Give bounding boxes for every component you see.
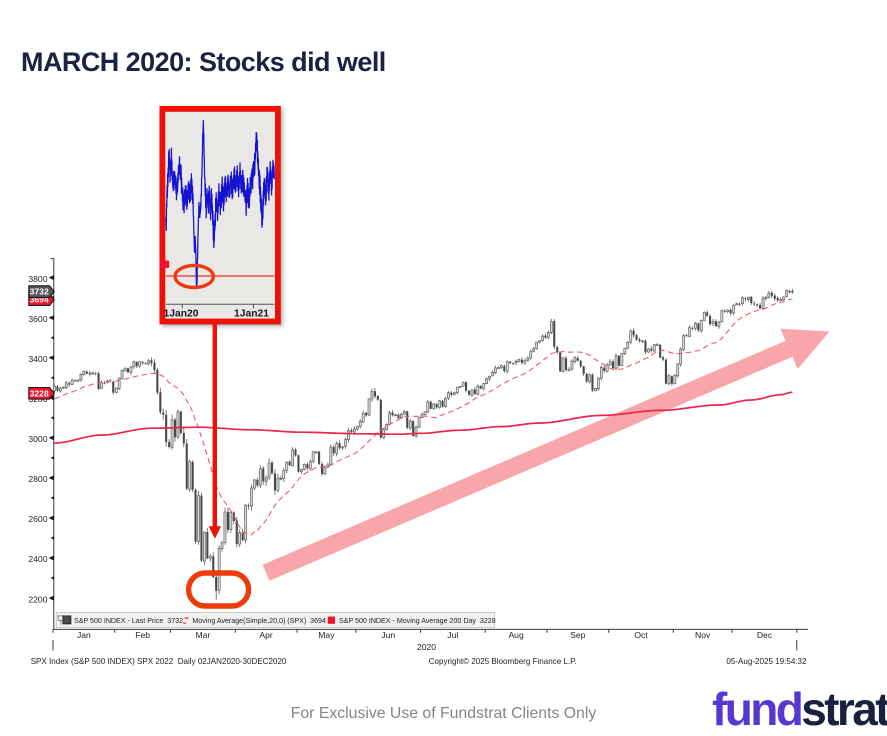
svg-text:Nov: Nov — [695, 630, 711, 640]
svg-text:3000: 3000 — [28, 434, 47, 444]
svg-text:2400: 2400 — [28, 554, 47, 564]
svg-text:Feb: Feb — [135, 630, 150, 640]
svg-text:3694: 3694 — [30, 295, 49, 305]
svg-text:SPX Index (S&P 500 INDEX) SPX: SPX Index (S&P 500 INDEX) SPX 2022 Daily… — [31, 657, 287, 666]
svg-text:2200: 2200 — [28, 594, 47, 604]
svg-text:Jul: Jul — [447, 630, 458, 640]
svg-text:1Jan20: 1Jan20 — [164, 308, 199, 319]
svg-text:Copyright© 2025 Bloomberg Fina: Copyright© 2025 Bloomberg Finance L.P. — [429, 657, 577, 666]
svg-text:1Jan21: 1Jan21 — [234, 308, 269, 319]
svg-text:Apr: Apr — [259, 630, 273, 640]
svg-text:3400: 3400 — [28, 354, 47, 364]
svg-text:2020: 2020 — [417, 642, 436, 652]
svg-text:2800: 2800 — [28, 474, 47, 484]
svg-text:Aug: Aug — [508, 630, 524, 640]
svg-text:3600: 3600 — [28, 314, 47, 324]
svg-text:05-Aug-2025 19:54:32: 05-Aug-2025 19:54:32 — [726, 657, 807, 666]
svg-text:S&P 500 INDEX - Moving Average: S&P 500 INDEX - Moving Average 200 Day 3… — [339, 617, 496, 625]
svg-text:Oct: Oct — [634, 630, 648, 640]
svg-text:S&P 500 INDEX - Last Price 37: S&P 500 INDEX - Last Price 3732 — [74, 617, 183, 625]
svg-text:Moving Average(Simple,20,0) (S: Moving Average(Simple,20,0) (SPX) 3694 — [192, 617, 326, 625]
svg-text:3228: 3228 — [30, 388, 49, 398]
svg-text:Jun: Jun — [381, 630, 395, 640]
svg-text:Jan: Jan — [77, 630, 91, 640]
svg-text:2600: 2600 — [28, 514, 47, 524]
svg-text:Mar: Mar — [195, 630, 210, 640]
svg-text:Sep: Sep — [570, 630, 586, 640]
svg-text:Dec: Dec — [757, 630, 773, 640]
svg-text:3732: 3732 — [30, 287, 49, 297]
svg-text:May: May — [318, 630, 335, 640]
svg-text:3800: 3800 — [28, 274, 47, 284]
